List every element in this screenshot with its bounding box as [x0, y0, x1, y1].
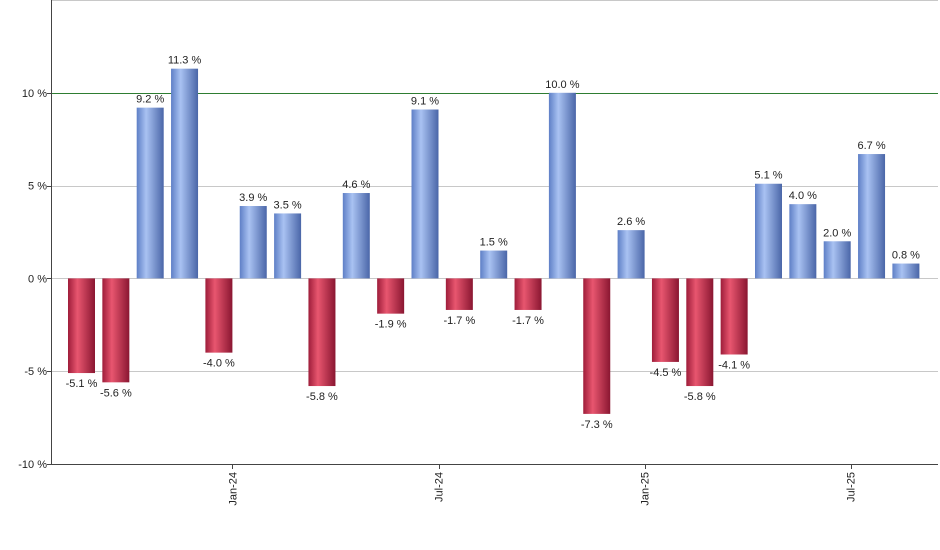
- bar: [480, 250, 508, 279]
- bar: [136, 107, 164, 279]
- x-tick-label: Jan-24: [227, 472, 239, 506]
- bar: [239, 206, 267, 279]
- y-axis-tick-labels: 10 % 5 % 0 % -5 % -10 %: [18, 88, 51, 471]
- bar-value-label: -5.8 %: [306, 391, 338, 403]
- bar-value-label: -4.5 %: [650, 367, 682, 379]
- bar-value-label: 1.5 %: [480, 237, 508, 249]
- bar-value-label: 9.2 %: [136, 94, 164, 106]
- bar-value-label: -5.1 %: [66, 378, 98, 390]
- bar-value-labels: -5.1 %-5.6 % 9.2 % 11.3 % -4.0 % 3.9 % 3.5 % -…: [66, 55, 921, 431]
- bar: [892, 263, 920, 279]
- bar: [411, 109, 439, 279]
- bar-value-label: 2.0 %: [823, 227, 851, 239]
- bar: [651, 278, 679, 362]
- bar-value-label: -5.8 %: [684, 391, 716, 403]
- y-tick-label: -5 %: [24, 366, 47, 378]
- bar: [583, 278, 611, 414]
- bar: [858, 154, 886, 279]
- bar-value-label: 2.6 %: [617, 216, 645, 228]
- bar-value-label: -4.1 %: [718, 359, 750, 371]
- bar-value-label: 3.9 %: [239, 192, 267, 204]
- bar: [686, 278, 714, 387]
- bar-value-label: 11.3 %: [168, 55, 202, 67]
- bar-value-label: 5.1 %: [754, 170, 782, 182]
- bar: [205, 278, 233, 353]
- bar-value-label: -1.9 %: [375, 319, 407, 331]
- bar: [755, 183, 782, 279]
- bar-value-label: -1.7 %: [512, 315, 544, 327]
- x-tick-label: Jul-24: [434, 472, 446, 502]
- bar-value-label: -4.0 %: [203, 358, 235, 370]
- y-tick-label: 5 %: [28, 181, 47, 193]
- bar-value-label: 3.5 %: [274, 199, 302, 211]
- y-tick-label: 10 %: [22, 88, 47, 100]
- bar-value-label: -5.6 %: [100, 387, 132, 399]
- bar: [68, 278, 95, 374]
- bar: [171, 68, 199, 279]
- bars: [68, 68, 920, 414]
- x-axis-tick-labels: Jan-24 Jul-24 Jan-25 Jul-25: [227, 464, 858, 506]
- bar: [548, 92, 576, 279]
- bar-value-label: 4.6 %: [342, 179, 370, 191]
- bar-value-label: 9.1 %: [411, 96, 439, 108]
- bar-value-label: 0.8 %: [892, 250, 920, 262]
- bar: [617, 230, 645, 279]
- bar: [720, 278, 748, 355]
- bar: [514, 278, 542, 310]
- bar: [274, 213, 302, 279]
- y-tick-label: -10 %: [18, 459, 47, 471]
- bar: [445, 278, 473, 310]
- x-tick-label: Jan-25: [640, 472, 652, 506]
- bar-value-label: 10.0 %: [545, 79, 579, 91]
- bar-value-label: 6.7 %: [857, 140, 885, 152]
- bar-value-label: 4.0 %: [789, 190, 817, 202]
- bar: [789, 204, 817, 279]
- bar-value-label: -7.3 %: [581, 419, 613, 431]
- x-tick-label: Jul-25: [846, 472, 858, 502]
- bar: [342, 193, 370, 279]
- bar: [377, 278, 405, 314]
- bar-value-label: -1.7 %: [443, 315, 475, 327]
- bar: [823, 241, 851, 279]
- bar: [308, 278, 336, 387]
- y-tick-label: 0 %: [28, 273, 47, 285]
- bar: [102, 278, 130, 383]
- axes: [51, 0, 938, 465]
